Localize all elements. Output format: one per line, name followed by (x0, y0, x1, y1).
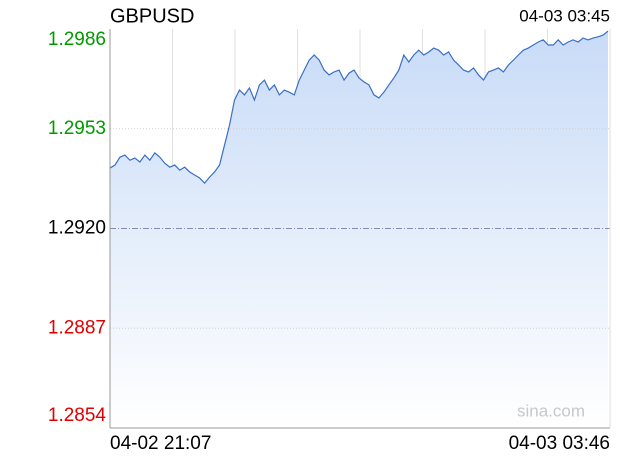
y-tick-label: 1.2986 (48, 29, 106, 50)
y-tick-label: 1.2920 (48, 218, 106, 239)
last-time: 04-03 03:45 (519, 6, 610, 25)
x-tick-label: 04-02 21:07 (110, 433, 211, 454)
price-line (109, 30, 609, 185)
y-tick-label: 1.2854 (48, 405, 107, 426)
chart-title: GBPUSD (110, 5, 194, 27)
y-tick-label: 1.2953 (48, 118, 106, 139)
area (110, 31, 608, 429)
y-tick-label: 1.2887 (48, 317, 106, 338)
watermark: sina.com (517, 401, 585, 420)
x-tick-label: 04-03 03:46 (509, 433, 610, 454)
